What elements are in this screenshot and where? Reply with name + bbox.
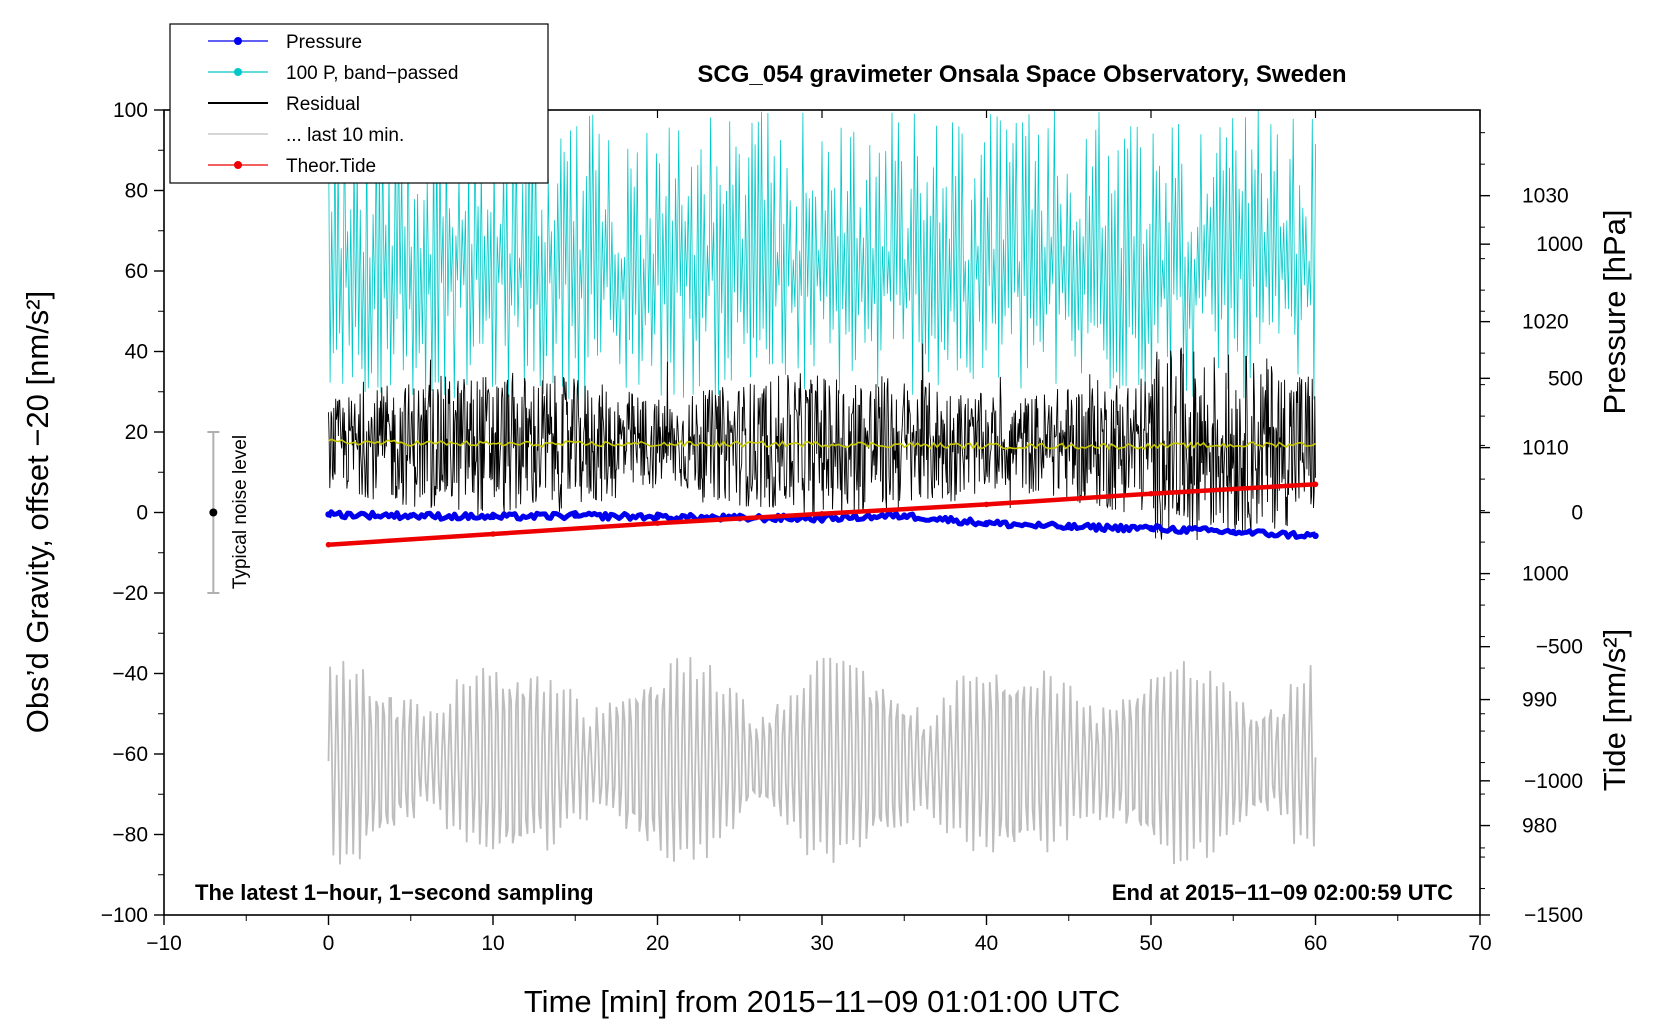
x-tick-label: 70 bbox=[1468, 932, 1491, 955]
tide-point bbox=[490, 531, 496, 537]
tide-tick-label: 0 bbox=[1571, 502, 1583, 525]
pressure-tick-label: 1010 bbox=[1522, 437, 1569, 460]
tide-point bbox=[325, 541, 332, 548]
legend-marker bbox=[234, 161, 242, 169]
pressure-point bbox=[983, 520, 990, 527]
legend-item: Residual bbox=[208, 94, 360, 115]
y-axis-label-left: Obs’d Gravity, offset −20 [nm/s²] bbox=[20, 291, 55, 734]
y-tick-label: −40 bbox=[112, 663, 148, 686]
legend-label: Theor.Tide bbox=[286, 156, 376, 177]
noise-level-label: Typical noise level bbox=[230, 435, 251, 589]
y-tick-label: 20 bbox=[125, 421, 148, 444]
data-layer bbox=[207, 109, 1319, 865]
legend-label: Residual bbox=[286, 94, 360, 115]
pressure-point bbox=[489, 513, 497, 521]
y-tick-label: 60 bbox=[125, 260, 148, 283]
noise-bar-center bbox=[209, 508, 218, 517]
legend-item: ... last 10 min. bbox=[208, 125, 404, 146]
series-residual bbox=[328, 343, 1316, 541]
x-tick-label: 50 bbox=[1139, 932, 1162, 955]
series-smoothed-residual bbox=[328, 438, 1316, 451]
x-tick-label: 30 bbox=[810, 932, 833, 955]
legend-item: Theor.Tide bbox=[208, 156, 376, 177]
tide-point bbox=[983, 501, 990, 508]
y-tick-label: −80 bbox=[112, 824, 148, 847]
legend-item: 100 P, band−passed bbox=[208, 63, 458, 84]
y-tick-label: −100 bbox=[101, 904, 148, 927]
tide-tick-label: 500 bbox=[1548, 367, 1583, 390]
pressure-point bbox=[1230, 528, 1237, 536]
x-tick-label: 60 bbox=[1304, 932, 1327, 955]
pressure-tick-label: 1020 bbox=[1522, 311, 1569, 334]
x-axis-label: Time [min] from 2015−11−09 01:01:00 UTC bbox=[524, 984, 1120, 1019]
legend-label: ... last 10 min. bbox=[286, 125, 404, 146]
y-tick-label: 100 bbox=[113, 99, 148, 122]
pressure-point bbox=[901, 512, 908, 519]
pressure-tick-label: 990 bbox=[1522, 689, 1557, 712]
pressure-point bbox=[654, 513, 661, 521]
pressure-point bbox=[818, 515, 826, 522]
legend-marker bbox=[234, 37, 242, 45]
x-tick-label: 0 bbox=[323, 932, 335, 955]
x-tick-label: −10 bbox=[146, 932, 182, 955]
y-tick-label: −20 bbox=[112, 582, 148, 605]
x-tick-label: 40 bbox=[975, 932, 998, 955]
legend-label: Pressure bbox=[286, 32, 362, 53]
y-tick-label: −60 bbox=[112, 743, 148, 766]
note-left: The latest 1−hour, 1−second sampling bbox=[195, 880, 594, 905]
y-tick-label: 0 bbox=[136, 502, 148, 525]
pressure-point bbox=[1065, 523, 1073, 531]
chart-title: SCG_054 gravimeter Onsala Space Observat… bbox=[697, 61, 1346, 88]
tide-tick-label: −1000 bbox=[1524, 770, 1583, 793]
legend-item: Pressure bbox=[208, 32, 362, 53]
y-axis-label-pressure: Pressure [hPa] bbox=[1597, 209, 1632, 414]
pressure-point bbox=[407, 512, 414, 519]
tide-tick-label: 1000 bbox=[1536, 233, 1583, 256]
tide-point bbox=[1148, 490, 1154, 497]
legend-marker bbox=[234, 68, 242, 76]
tide-point bbox=[654, 520, 661, 526]
y-tick-label: 40 bbox=[125, 341, 148, 364]
pressure-point bbox=[1147, 525, 1155, 532]
pressure-point bbox=[325, 511, 332, 518]
series-pressure-bandpassed bbox=[328, 109, 1316, 400]
legend-items: Pressure 100 P, band−passed Residual ... la… bbox=[208, 32, 458, 177]
axes-layer: −10 0 10 20 30 40 50 60 70100806040200−20−40−60−… bbox=[101, 99, 1583, 955]
pressure-point bbox=[1312, 532, 1319, 539]
x-tick-label: 20 bbox=[646, 932, 669, 955]
legend: Pressure 100 P, band−passed Residual ... la… bbox=[169, 23, 549, 184]
pressure-point bbox=[572, 512, 579, 519]
x-tick-label: 10 bbox=[481, 932, 504, 955]
tide-tick-label: −1500 bbox=[1524, 904, 1583, 927]
pressure-tick-label: 1030 bbox=[1522, 185, 1569, 208]
pressure-tick-label: 1000 bbox=[1522, 563, 1569, 586]
note-right: End at 2015−11−09 02:00:59 UTC bbox=[1112, 880, 1453, 905]
y-tick-label: 80 bbox=[125, 180, 148, 203]
legend-label: 100 P, band−passed bbox=[286, 63, 458, 84]
tide-point bbox=[1312, 481, 1319, 488]
tide-point bbox=[819, 511, 825, 517]
tide-tick-label: −500 bbox=[1536, 636, 1583, 659]
series-last-10-min bbox=[327, 657, 1317, 865]
pressure-tick-label: 980 bbox=[1522, 815, 1557, 838]
y-axis-label-tide: Tide [nm/s²] bbox=[1597, 629, 1632, 792]
